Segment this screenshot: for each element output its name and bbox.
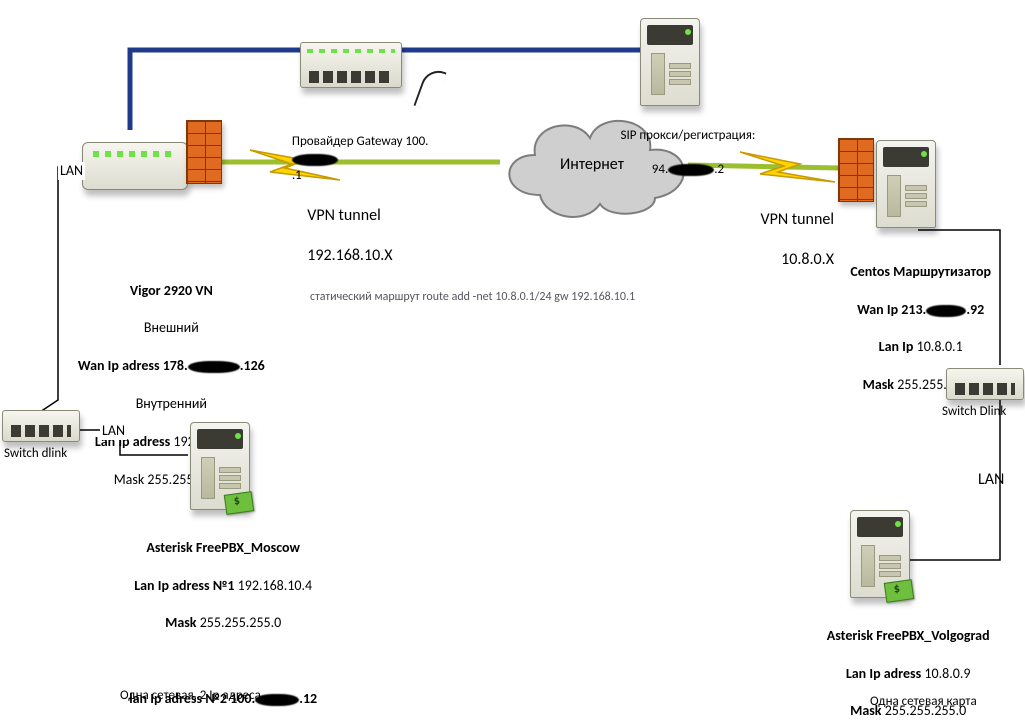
centos-mask-label: Mask (863, 376, 894, 393)
vigor-external: Внешний (144, 319, 199, 336)
vpn-right-title: VPN tunnel (761, 210, 835, 229)
moscow-lan1-value: 192.168.10.4 (238, 577, 312, 594)
moscow-lan2-redaction (255, 694, 299, 706)
vpn-left-net: 192.168.10.X (307, 246, 392, 265)
volgograd-footer: Одна сетевая карта (870, 694, 977, 710)
moscow-footer: Одна сетевая, 2 Ip адреса (120, 688, 261, 704)
moscow-lan2-suffix: .12 (299, 690, 317, 707)
centos-lan-value: 10.8.0.1 (917, 338, 963, 355)
diagram-canvas: Интернет Провайдер Gateway 100. .1 SIP п… (0, 0, 1025, 721)
provider-gw-suffix: .1 (292, 168, 302, 183)
provider-gateway-label: Провайдер Gateway 100. .1 (286, 118, 428, 184)
vigor-wan-suffix: .126 (240, 357, 265, 374)
vigor-mask-label: Mask (114, 471, 145, 488)
volgograd-title: Asterisk FreePBX_Volgograd (827, 627, 990, 644)
sip-suffix: .2 (714, 162, 724, 177)
switch-right-icon (946, 368, 1024, 400)
volgograd-server-icon (850, 510, 910, 598)
lan-label-right: LAN (978, 470, 1004, 490)
link-router-to-provider (130, 50, 300, 130)
volgograd-lan-value: 10.8.0.9 (924, 665, 970, 682)
centos-lan-label: Lan Ip (879, 338, 914, 355)
vigor-title: Vigor 2920 VN (130, 282, 213, 299)
switch-left-icon (2, 410, 80, 442)
switch-left-label: Switch dlink (4, 446, 67, 462)
provider-gw-prefix: Провайдер Gateway 100. (292, 134, 429, 149)
firewall-left-icon (186, 120, 222, 184)
static-route-text: статический маршрут route add -net 10.8.… (310, 290, 635, 305)
centos-wan-redaction (926, 305, 966, 317)
lan-label-top-left: LAN (58, 162, 85, 180)
centos-server-icon (876, 140, 936, 228)
sip-line1: SIP прокси/регистрация: (620, 128, 755, 143)
vigor-router-icon (82, 142, 188, 190)
switch-right-label: Switch Dlink (942, 404, 1006, 420)
moscow-mask1-value: 255.255.255.0 (200, 614, 282, 631)
centos-wan-label: Wan Ip 213. (857, 301, 926, 318)
sip-server-icon (640, 18, 700, 106)
sip-prefix: 94. (652, 162, 668, 177)
sip-redaction (668, 164, 714, 176)
vpn-right-block: VPN tunnel 10.8.0.X (724, 190, 834, 270)
provider-gw-redaction (292, 154, 338, 166)
firewall-right-icon (838, 138, 874, 202)
vpn-left-title: VPN tunnel (307, 206, 381, 225)
moscow-mask1-label: Mask (165, 614, 196, 631)
vigor-wan-label: Wan Ip adress 178. (78, 357, 188, 374)
lan-label-mid-left: LAN (100, 422, 127, 440)
provider-switch-icon (300, 42, 402, 88)
centos-title: Centos Маршрутизатор (850, 263, 991, 280)
moscow-title: Asterisk FreePBX_Moscow (146, 539, 300, 556)
vigor-text-block: Vigor 2920 VN Внешний Wan Ip adress 178.… (30, 225, 300, 527)
moscow-lan1-label: Lan Ip adress №1 (134, 577, 234, 594)
vpn-left-block: VPN tunnel 192.168.10.X (300, 186, 393, 266)
moscow-server-icon (190, 422, 250, 510)
centos-wan-suffix: .92 (966, 301, 984, 318)
vigor-internal: Внутренний (136, 395, 207, 412)
volgograd-lan-label: Lan Ip adress (846, 665, 921, 682)
vigor-wan-redaction (188, 361, 240, 373)
sip-proxy-text: SIP прокси/регистрация: 94. .2 (580, 112, 790, 178)
